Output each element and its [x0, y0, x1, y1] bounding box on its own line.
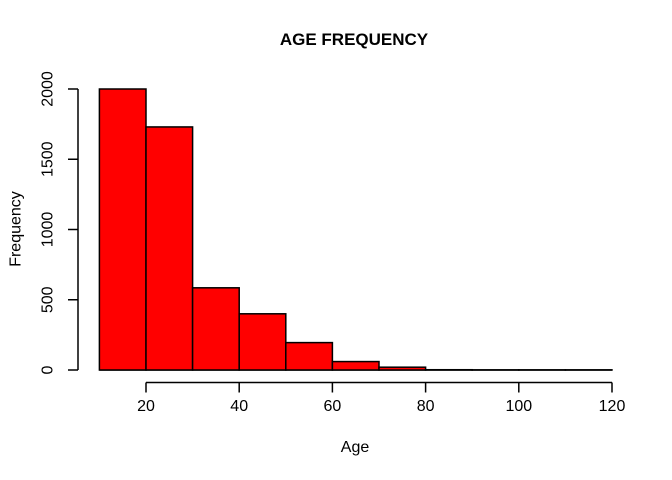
x-tick-label: 60: [324, 398, 342, 415]
y-axis: 0 500 1000 1500 2000: [40, 71, 79, 374]
y-tick-label: 0: [40, 365, 57, 374]
y-tick-label: 500: [40, 286, 57, 313]
y-tick-label: 2000: [40, 71, 57, 107]
histogram-bar: [98, 88, 147, 371]
x-tick-label: 20: [137, 398, 155, 415]
y-axis-label: Frequency: [8, 191, 25, 267]
x-axis-label: Age: [341, 439, 370, 456]
y-tick-label: 1000: [40, 212, 57, 248]
chart-title: AGE FREQUENCY: [280, 30, 429, 49]
histogram-bar: [378, 366, 427, 371]
histogram-bar: [238, 313, 287, 371]
histogram-bar: [145, 126, 194, 371]
histogram-bar: [331, 360, 380, 371]
histogram-bar: [191, 287, 240, 371]
x-axis: 20 40 60 80 100 120: [137, 381, 626, 415]
x-tick-label: 80: [417, 398, 435, 415]
y-tick-label: 1500: [40, 141, 57, 177]
histogram-bars: [98, 88, 613, 371]
x-tick-label: 120: [599, 398, 626, 415]
x-tick-label: 40: [230, 398, 248, 415]
histogram-bar: [285, 341, 334, 371]
x-tick-label: 100: [505, 398, 532, 415]
